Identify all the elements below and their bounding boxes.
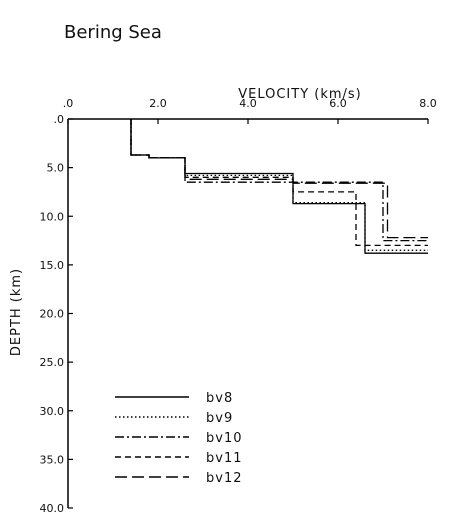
legend-label-bv10: bv10: [206, 431, 243, 446]
y-axis-label: DEPTH (km): [9, 268, 24, 356]
legend-label-bv12: bv12: [206, 471, 243, 486]
x-tick-label: 8.0: [419, 97, 437, 110]
y-tick-label: .0: [54, 113, 65, 126]
y-tick-label: 15.0: [40, 259, 65, 272]
legend-label-bv8: bv8: [206, 391, 233, 406]
x-tick-label: 6.0: [329, 97, 347, 110]
y-tick-label: 40.0: [40, 502, 65, 512]
y-tick-label: 35.0: [40, 453, 65, 466]
legend-label-bv11: bv11: [206, 451, 243, 466]
y-tick-label: 20.0: [40, 308, 65, 321]
x-tick-label: .0: [63, 97, 74, 110]
legend-label-bv9: bv9: [206, 411, 233, 426]
y-tick-label: 5.0: [47, 162, 65, 175]
y-tick-label: 25.0: [40, 356, 65, 369]
chart-title: Bering Sea: [64, 22, 162, 43]
x-axis-label: VELOCITY (km/s): [238, 87, 362, 102]
y-tick-label: 10.0: [40, 210, 65, 223]
x-tick-label: 4.0: [239, 97, 257, 110]
y-tick-label: 30.0: [40, 405, 65, 418]
x-tick-label: 2.0: [149, 97, 167, 110]
